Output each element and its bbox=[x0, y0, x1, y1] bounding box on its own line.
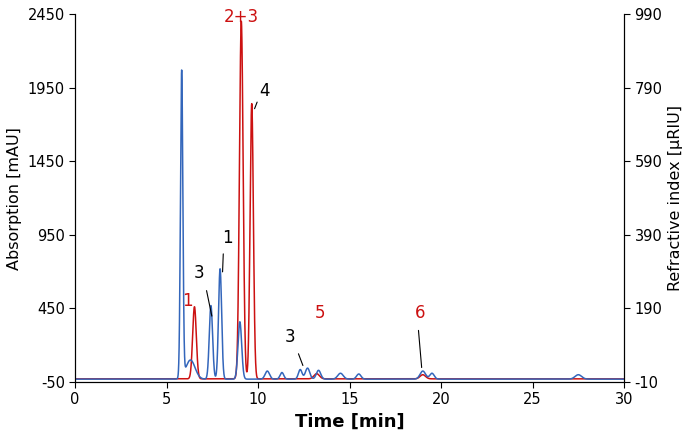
Text: 2+3: 2+3 bbox=[224, 8, 259, 26]
X-axis label: Time [min]: Time [min] bbox=[295, 413, 404, 431]
Text: 4: 4 bbox=[259, 81, 270, 99]
Text: 3: 3 bbox=[285, 328, 295, 346]
Y-axis label: Absorption [mAU]: Absorption [mAU] bbox=[7, 127, 22, 269]
Text: 3: 3 bbox=[193, 264, 204, 282]
Text: 5: 5 bbox=[315, 304, 326, 322]
Y-axis label: Refractive index [μRIU]: Refractive index [μRIU] bbox=[668, 105, 683, 291]
Text: 1: 1 bbox=[181, 292, 193, 310]
Text: 1: 1 bbox=[222, 229, 233, 247]
Text: 6: 6 bbox=[415, 304, 425, 322]
